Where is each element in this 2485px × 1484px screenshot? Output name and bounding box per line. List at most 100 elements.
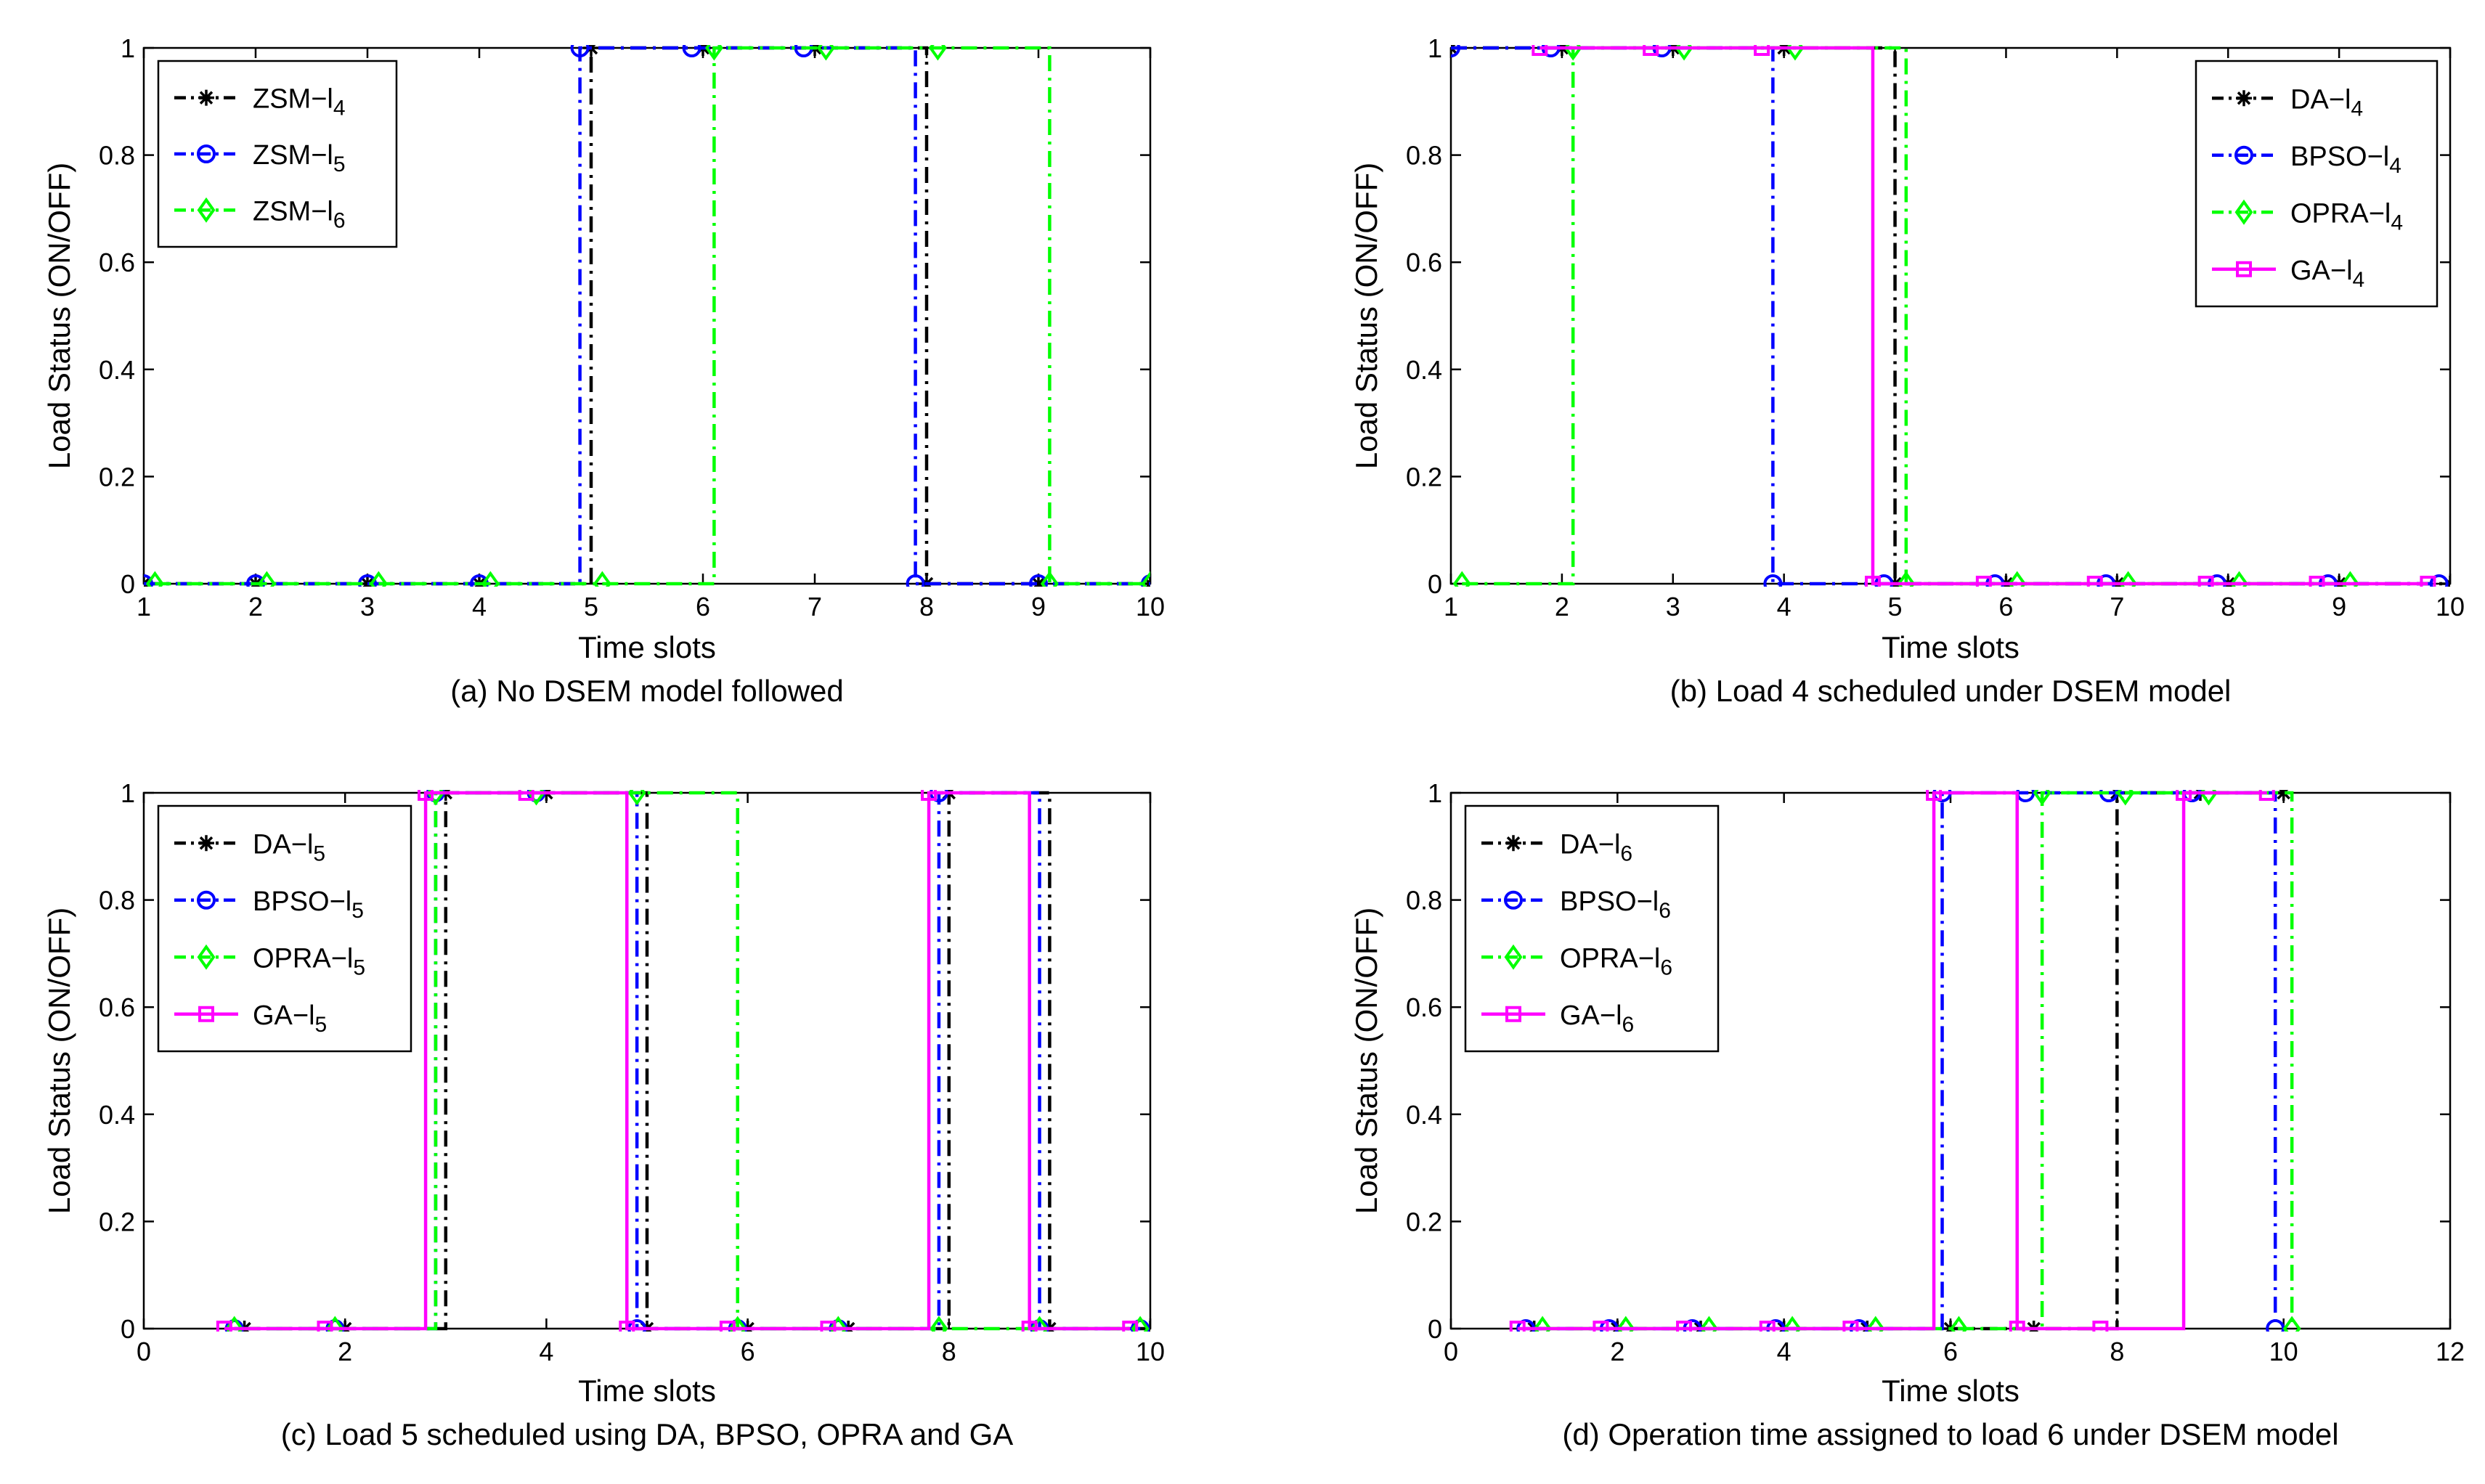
data-point-marker (518, 790, 534, 801)
y-axis-label: Load Status (ON/OFF) (1349, 908, 1383, 1214)
series-line (1540, 46, 2428, 586)
x-tick-label: 3 (1666, 592, 1680, 621)
plot-area: 1 2 3 4 5 6 7 8 9 1000.20.40.60.81ZSM−l4ZSM−l5ZSM… (99, 33, 1165, 621)
legend-marker (197, 197, 216, 223)
x-tick-label: 2 (1555, 592, 1569, 621)
x-tick-label: 8 (2221, 592, 2235, 621)
x-tick-label: 8 (919, 592, 934, 621)
legend-marker (198, 89, 214, 106)
legend-label: BPSO−l4 (2290, 142, 2401, 178)
y-tick-label: 0.4 (1406, 1100, 1442, 1130)
series-2 (145, 45, 1150, 587)
y-axis-label: Load Status (ON/OFF) (1349, 163, 1383, 469)
data-point-marker (2258, 790, 2275, 801)
data-point-marker (1975, 576, 1992, 587)
y-axis-label: Load Status (ON/OFF) (42, 163, 76, 469)
y-tick-label: 0.6 (1406, 248, 1442, 277)
data-point-marker (682, 45, 701, 57)
data-point-marker (930, 1316, 948, 1332)
data-point-marker (2429, 574, 2449, 587)
data-point-marker (1030, 576, 1046, 587)
data-point-marker (418, 790, 434, 801)
y-tick-label: 0.2 (99, 1207, 135, 1236)
data-point-marker (1563, 45, 1582, 61)
x-tick-label: 7 (808, 592, 822, 621)
data-point-marker (2200, 790, 2218, 806)
x-tick-label: 6 (1998, 592, 2013, 621)
plot-area: 0 2 4 6 8 10 0 0.2 0.4 0.6 0.8 1 DA−l5 BPSO−l5 OPRA−l5… (99, 778, 1165, 1366)
y-tick-label: 0 (121, 569, 135, 599)
legend-label: GA−l4 (2290, 256, 2364, 292)
data-point-marker (426, 790, 445, 806)
x-tick-label: 6 (1943, 1337, 1958, 1366)
data-point-marker (719, 1321, 736, 1332)
data-point-marker (1754, 45, 1770, 56)
data-point-marker (1122, 1321, 1139, 1332)
y-tick-label: 0.2 (1406, 1207, 1442, 1236)
y-tick-label: 0.8 (1406, 141, 1442, 171)
data-point-marker (1643, 45, 1659, 56)
y-tick-label: 1 (1428, 33, 1442, 63)
legend-label: DA−l5 (253, 829, 325, 865)
legend-label: DA−l6 (1560, 829, 1632, 865)
data-point-marker (704, 45, 723, 61)
data-point-marker (1509, 1321, 1526, 1332)
data-point-marker (481, 571, 500, 587)
data-point-marker (921, 790, 938, 801)
y-tick-label: 0.6 (99, 248, 135, 277)
data-point-marker (2119, 571, 2138, 587)
panel-caption: (d) Operation time assigned to load 6 un… (1562, 1417, 2338, 1451)
legend-label: GA−l6 (1560, 1000, 1634, 1037)
series-line (224, 791, 1131, 1331)
y-tick-label: 1 (121, 778, 135, 808)
legend-marker (2234, 199, 2253, 225)
legend-marker (197, 944, 216, 970)
legend-marker (1505, 835, 1521, 852)
panel-d: Load Status (ON/OFF) Time slots (d) Oper… (1349, 778, 2465, 1451)
data-point-marker (2092, 1321, 2109, 1332)
data-point-marker (2008, 571, 2027, 587)
x-tick-label: 1 (137, 592, 151, 621)
x-tick-label: 10 (1136, 1337, 1165, 1366)
x-tick-label: 9 (1031, 592, 1046, 621)
panel-caption: (b) Load 4 scheduled under DSEM model (1670, 674, 2232, 708)
x-tick-label: 4 (1777, 1337, 1791, 1366)
data-point-marker (2230, 571, 2248, 587)
x-tick-label: 4 (539, 1337, 553, 1366)
x-tick-label: 8 (2110, 1337, 2124, 1366)
x-tick-label: 4 (1777, 592, 1791, 621)
y-tick-label: 0.4 (99, 1100, 135, 1130)
legend-label: DA−l4 (2290, 84, 2363, 121)
plot-area: 1 2 3 4 5 6 7 8 9 10 0 0.2 0.4 0.6 0.8 1 DA−l4 BPSO−l4 OPR… (1406, 33, 2465, 621)
x-tick-label: 6 (696, 592, 710, 621)
x-tick-label: 12 (2436, 1337, 2465, 1366)
y-tick-label: 0.4 (99, 355, 135, 385)
x-axis-label: Time slots (1882, 630, 2020, 664)
data-point-marker (1021, 1321, 1038, 1332)
x-tick-label: 2 (1610, 1337, 1624, 1366)
legend-label: ZSM−l6 (253, 196, 346, 232)
legend-marker (2236, 261, 2252, 277)
data-point-marker (2340, 571, 2359, 587)
legend-marker (197, 144, 216, 163)
panel-caption: (a) No DSEM model followed (450, 674, 844, 708)
x-tick-label: 3 (360, 592, 375, 621)
data-point-marker (1616, 1316, 1635, 1332)
data-point-marker (1675, 45, 1693, 61)
data-point-marker (2033, 790, 2051, 806)
data-point-marker (2009, 1321, 2025, 1332)
panel-c: Load Status (ON/OFF) Time slots (c) Load… (42, 778, 1165, 1451)
legend-marker (197, 890, 216, 910)
series-3 (216, 790, 1139, 1332)
data-point-marker (2282, 1316, 2301, 1332)
y-tick-label: 0 (1428, 1314, 1442, 1344)
legend-label: ZSM−l5 (253, 140, 346, 176)
data-point-marker (216, 1321, 232, 1332)
data-point-marker (570, 45, 590, 57)
x-tick-label: 8 (942, 1337, 956, 1366)
legend-label: OPRA−l6 (1560, 943, 1672, 979)
data-point-marker (619, 1321, 635, 1332)
x-tick-label: 4 (472, 592, 487, 621)
data-point-marker (2176, 790, 2192, 801)
